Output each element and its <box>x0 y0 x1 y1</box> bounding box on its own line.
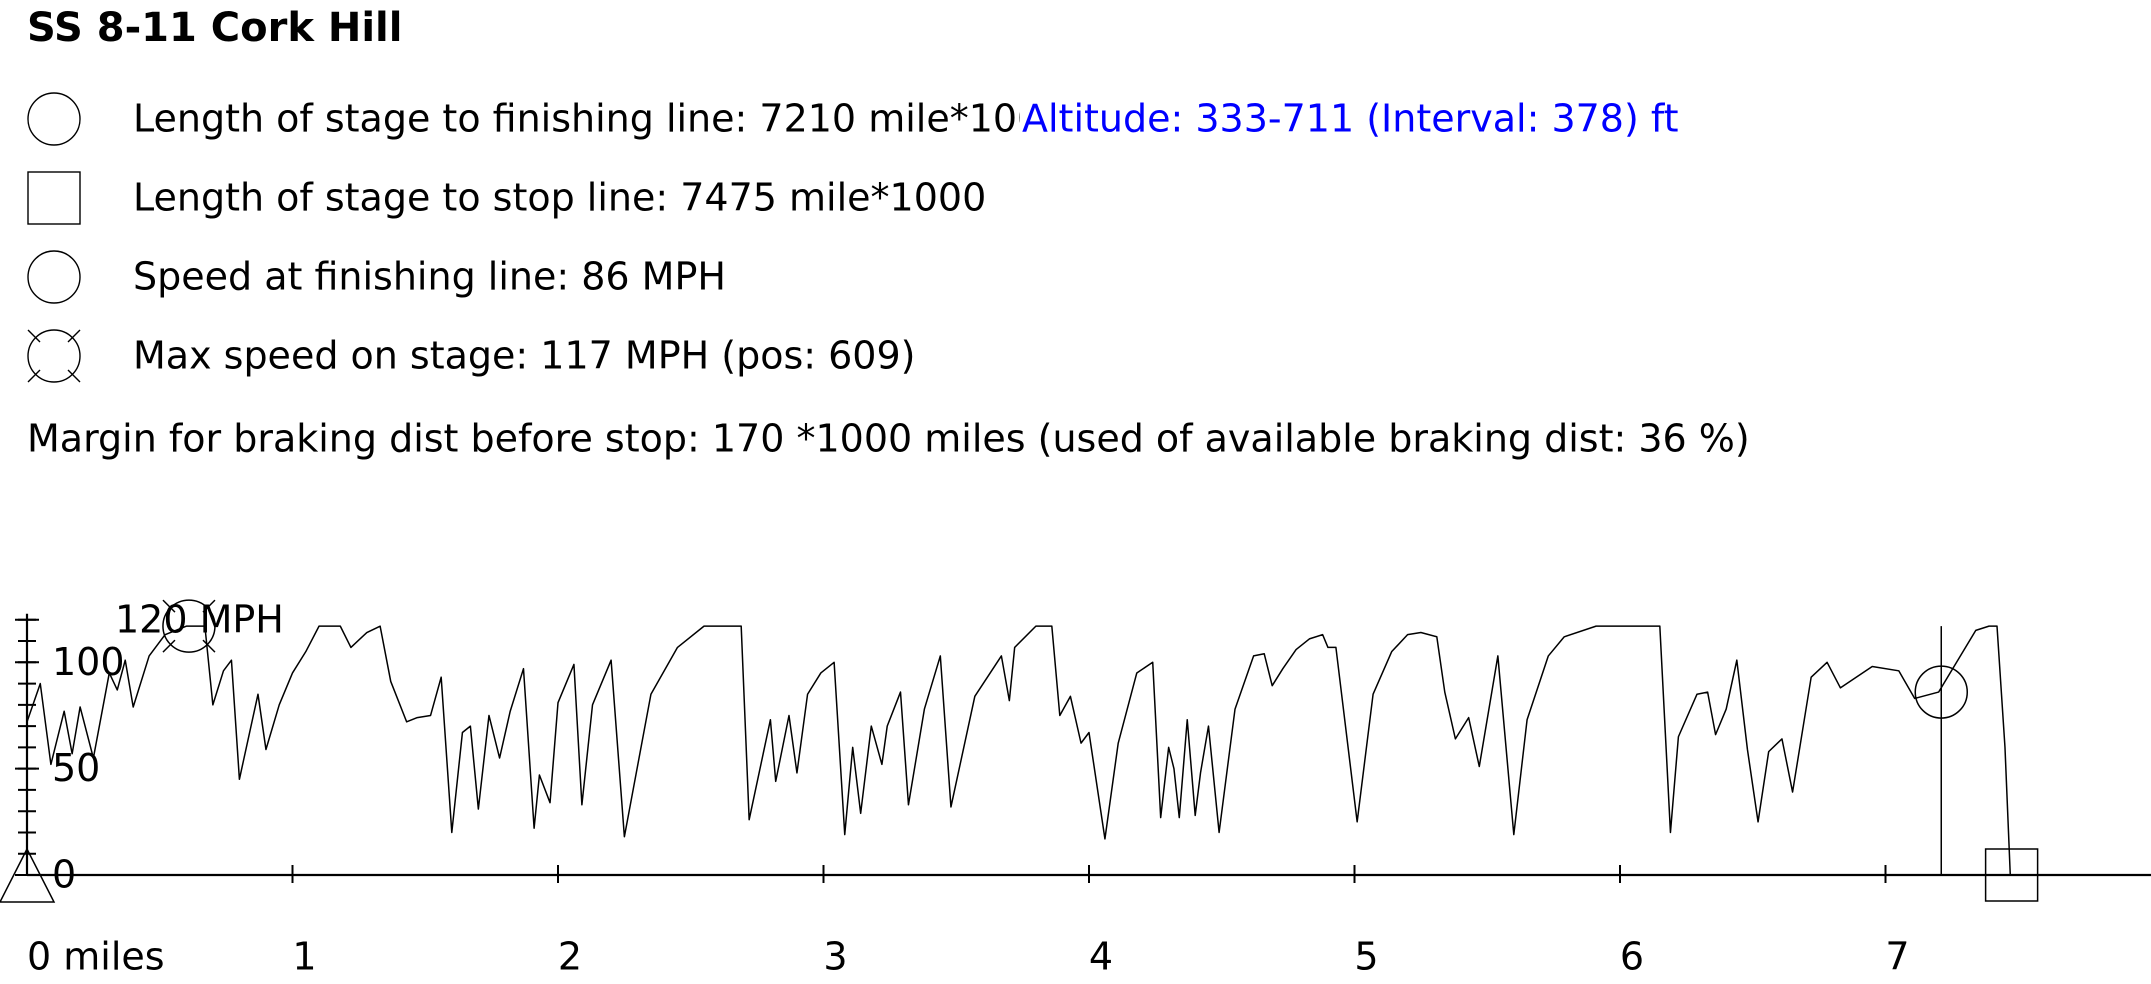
x-tick-label: 1 <box>292 935 316 979</box>
y-tick-label: 120 MPH <box>115 597 284 641</box>
x-tick-label: 3 <box>823 935 847 979</box>
start-marker <box>0 847 56 903</box>
max-speed-marker-tick <box>162 639 176 653</box>
info-line: Max speed on stage: 117 MPH (pos: 609) <box>133 334 916 378</box>
altitude: Altitude: 333-711 (Interval: 378) ft <box>1022 97 1679 141</box>
info-line: Speed at finishing line: 86 MPH <box>133 255 726 299</box>
x-tick-label: 2 <box>558 935 582 979</box>
stop-icon <box>27 171 81 225</box>
x-tick-label: 4 <box>1089 935 1113 979</box>
y-tick-label: 0 <box>52 853 76 897</box>
max-speed-icon <box>27 329 81 383</box>
margin-text: Margin for braking dist before stop: 170… <box>27 417 1750 461</box>
x-tick-label: 6 <box>1620 935 1644 979</box>
stage-title: SS 8-11 Cork Hill <box>27 5 402 51</box>
max-speed-marker-tick <box>162 599 176 613</box>
finish-icon <box>27 92 81 146</box>
info-line: Length of stage to finishing line: 7210 … <box>133 97 1065 141</box>
stop-marker <box>1984 848 2039 902</box>
max-speed-marker-tick <box>202 639 216 653</box>
x-tick-label: 5 <box>1354 935 1378 979</box>
x-tick-label: 7 <box>1885 935 1909 979</box>
speed-line <box>26 625 2012 876</box>
max-speed-marker-tick <box>202 599 216 613</box>
info-line: Length of stage to stop line: 7475 mile*… <box>133 176 986 220</box>
finish-marker <box>1914 665 1969 719</box>
x-tick-label: 0 miles <box>27 935 165 979</box>
max-speed-marker <box>162 599 216 653</box>
y-tick-label: 100 <box>52 640 125 684</box>
y-tick-label: 50 <box>52 746 100 790</box>
speed-icon <box>27 250 81 304</box>
